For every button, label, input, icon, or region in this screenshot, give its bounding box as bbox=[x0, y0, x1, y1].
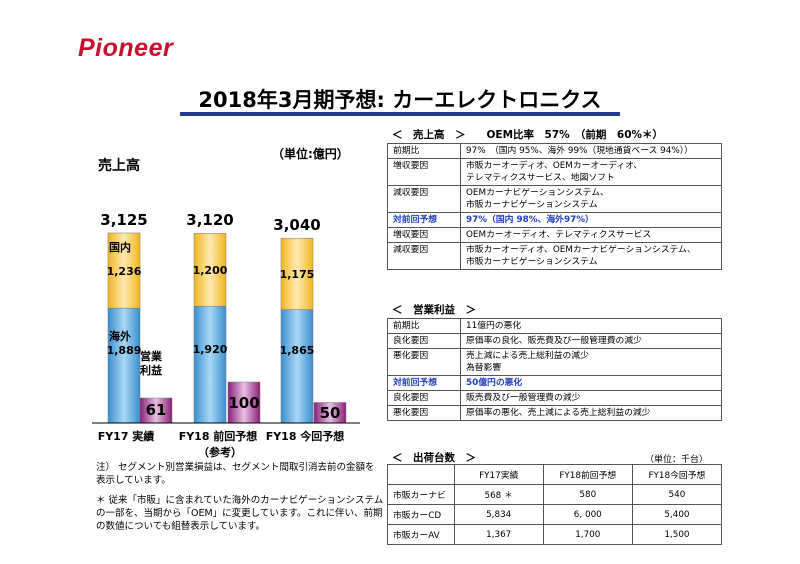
table-cell: 市販カーCD bbox=[387, 504, 455, 525]
row-value: 売上減による売上総利益の減少 為替影響 bbox=[460, 348, 722, 376]
bar-domestic bbox=[107, 232, 141, 309]
total-value-label: 3,040 bbox=[273, 216, 321, 235]
table-cell: 540 bbox=[631, 484, 723, 505]
table-row: 増収要因 市販カーオーディオ、OEMカーオーディオ、 テレマティクスサービス、地図… bbox=[387, 158, 722, 186]
bar-domestic bbox=[193, 233, 227, 307]
pioneer-logo: Pioneer bbox=[78, 34, 174, 62]
sales-header: ＜ 売上高 ＞ OEM比率 57% （前期 60%＊） bbox=[392, 129, 664, 141]
note-2: ＊ 従来「市販」に含まれていた海外のカーナビゲーションシステムの一部を、当期から… bbox=[96, 495, 384, 532]
chart-title: 売上高 bbox=[98, 158, 140, 174]
chart-unit: （単位:億円） bbox=[272, 147, 349, 161]
overseas-value-label: 1,920 bbox=[192, 342, 228, 356]
table-row: 良化要因 原価率の良化、販売費及び一般管理費の減少 bbox=[387, 333, 722, 349]
shipments-unit: （単位：千台） bbox=[645, 455, 709, 465]
table-cell: FY17実績 bbox=[453, 464, 544, 485]
profit-header: ＜ 営業利益 ＞ bbox=[392, 304, 476, 316]
table-row: 市販カーAV 1,367 1,700 1,500 bbox=[387, 524, 723, 545]
bar-operating-profit bbox=[139, 397, 173, 424]
table-cell: 1,700 bbox=[542, 524, 633, 545]
total-value-label: 3,120 bbox=[186, 211, 234, 230]
profit-value-label: 50 bbox=[319, 403, 341, 422]
table-cell: FY18今回予想 bbox=[631, 464, 723, 485]
row-key: 増収要因 bbox=[387, 158, 461, 186]
note-1: 注） セグメント別営業損益は、セグメント間取引消去前の金額を表示しています。 bbox=[96, 462, 375, 486]
table-row: 対前回予想 50億円の悪化 bbox=[387, 375, 722, 391]
bar-overseas bbox=[193, 306, 227, 424]
row-value: OEMカーナビゲーションシステム、 市販カーナビゲーションシステム bbox=[460, 185, 722, 213]
table-row: 前期比 11億円の悪化 bbox=[387, 318, 722, 334]
table-cell: 市販カーAV bbox=[387, 524, 455, 545]
table-cell: 568 ＊ bbox=[453, 484, 544, 505]
table-cell: 5,400 bbox=[631, 504, 723, 525]
row-key: 悪化要因 bbox=[387, 348, 461, 376]
table-header-row: FY17実績 FY18前回予想 FY18今回予想 bbox=[387, 464, 723, 485]
table-cell: 1,500 bbox=[631, 524, 723, 545]
table-cell: 580 bbox=[542, 484, 633, 505]
bar-domestic bbox=[280, 237, 314, 310]
row-value: 97% （国内 95%、海外 99%（現地通貨ベース 94%）） bbox=[460, 143, 722, 159]
table-row: 悪化要因 原価率の悪化、売上減による売上総利益の減少 bbox=[387, 405, 722, 421]
category-sub-label: （参考） bbox=[198, 446, 242, 459]
table-cell: 市販カーナビ bbox=[387, 484, 455, 505]
row-key: 対前回予想 bbox=[387, 375, 461, 391]
table-row: 前期比 97% （国内 95%、海外 99%（現地通貨ベース 94%）） bbox=[387, 143, 722, 159]
row-key: 減収要因 bbox=[387, 242, 461, 270]
table-row: 良化要因 販売費及び一般管理費の減少 bbox=[387, 390, 722, 406]
row-value: 50億円の悪化 bbox=[460, 375, 722, 391]
row-value: 市販カーオーディオ、OEMカーオーディオ、 テレマティクスサービス、地図ソフト bbox=[460, 158, 722, 186]
row-value: 販売費及び一般管理費の減少 bbox=[460, 390, 722, 406]
shipments-table: FY17実績 FY18前回予想 FY18今回予想 市販カーナビ 568 ＊ 580 540 市… bbox=[387, 464, 723, 545]
overseas-value-label: 1,865 bbox=[279, 344, 315, 358]
legend-overseas: 海外 bbox=[109, 330, 131, 343]
row-value: 97%（国内 98%、海外97%） bbox=[460, 212, 722, 228]
table-row: 減収要因 OEMカーナビゲーションシステム、 市販カーナビゲーションシステム bbox=[387, 185, 722, 213]
table-cell bbox=[387, 464, 455, 485]
table-row: 対前回予想 97%（国内 98%、海外97%） bbox=[387, 212, 722, 228]
category-label: FY18 今回予想 bbox=[265, 430, 345, 443]
row-key: 悪化要因 bbox=[387, 405, 461, 421]
table-row: 悪化要因 売上減による売上総利益の減少 為替影響 bbox=[387, 348, 722, 376]
row-value: 原価率の悪化、売上減による売上総利益の減少 bbox=[460, 405, 722, 421]
row-key: 良化要因 bbox=[387, 333, 461, 349]
row-value: OEMカーオーディオ、テレマティクスサービス bbox=[460, 227, 722, 243]
sales-table: 前期比 97% （国内 95%、海外 99%（現地通貨ベース 94%）） 増収要因市… bbox=[387, 143, 722, 270]
category-label: FY17 実績 bbox=[97, 430, 155, 443]
table-cell: 1,367 bbox=[453, 524, 544, 545]
legend-domestic: 国内 bbox=[109, 241, 131, 254]
table-cell: 6, 000 bbox=[542, 504, 633, 525]
table-row: 市販カーナビ 568 ＊ 580 540 bbox=[387, 484, 723, 505]
table-row: 市販カーCD 5,834 6, 000 5,400 bbox=[387, 504, 723, 525]
row-key: 前期比 bbox=[387, 143, 461, 159]
table-cell: FY18前回予想 bbox=[542, 464, 633, 485]
row-key: 良化要因 bbox=[387, 390, 461, 406]
row-value: 市販カーオーディオ、OEMカーナビゲーションシステム、 市販カーナビゲーションシ… bbox=[460, 242, 722, 270]
overseas-value-label: 1,889 bbox=[106, 343, 142, 357]
total-value-label: 3,125 bbox=[100, 211, 148, 229]
category-label: FY18 前回予想 bbox=[178, 430, 258, 443]
table-row: 減収要因 市販カーオーディオ、OEMカーナビゲーションシステム、 市販カーナビゲー… bbox=[387, 242, 722, 270]
shipments-header: ＜ 出荷台数 ＞ bbox=[392, 452, 476, 464]
legend-operating-profit: 営業 利益 bbox=[140, 350, 162, 377]
row-key: 増収要因 bbox=[387, 227, 461, 243]
domestic-value-label: 1,175 bbox=[279, 267, 315, 281]
table-cell: 5,834 bbox=[453, 504, 544, 525]
row-value: 原価率の良化、販売費及び一般管理費の減少 bbox=[460, 333, 722, 349]
table-row: 増収要因 OEMカーオーディオ、テレマティクスサービス bbox=[387, 227, 722, 243]
profit-value-label: 61 bbox=[145, 401, 167, 420]
domestic-value-label: 1,200 bbox=[192, 263, 228, 277]
row-key: 前期比 bbox=[387, 318, 461, 334]
row-key: 対前回予想 bbox=[387, 212, 461, 228]
profit-table: 前期比 11億円の悪化 良化要因 原価率の良化、販売費及び一般管理費の減少 悪化要因 売上… bbox=[387, 318, 722, 421]
bar-operating-profit bbox=[227, 381, 261, 424]
title-underline bbox=[180, 112, 620, 116]
row-value: 11億円の悪化 bbox=[460, 318, 722, 334]
title-block: 2018年3月期予想: カーエレクトロニクス bbox=[180, 80, 620, 116]
bar-overseas bbox=[280, 309, 314, 424]
row-key: 減収要因 bbox=[387, 185, 461, 213]
profit-value-label: 100 bbox=[228, 393, 260, 412]
domestic-value-label: 1,236 bbox=[106, 264, 142, 278]
page-title: 2018年3月期予想: カーエレクトロニクス bbox=[198, 88, 602, 112]
